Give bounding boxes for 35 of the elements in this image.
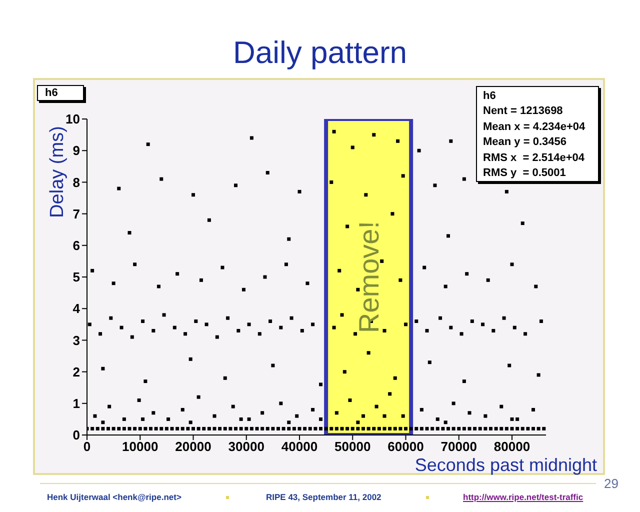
text: RIPE 43, September 11, 2002 [266,492,382,502]
y-tick-label: 2 [72,364,80,380]
x-axis-title: Seconds past midnight [414,455,597,475]
x-tick-label: 60000 [388,439,424,454]
text: Henk Uijterwaal <henk@ripe.net> [47,492,182,502]
y-tick-label: 7 [72,206,80,222]
y-axis-title: Delay (ms) [47,126,68,218]
x-tick-label: 10000 [122,439,158,454]
y-tick-label: 8 [72,174,80,190]
text: Nent = 1213698 [483,105,563,118]
x-tick-label: 30000 [228,439,264,454]
text: 29 [604,476,618,491]
x-tick-label: 50000 [334,439,371,454]
x-tick-label: 20000 [175,439,212,454]
text: h6 [483,90,496,102]
y-tick-label: 6 [72,238,80,254]
annotation: RMS y = 0.5001 [483,167,566,180]
band-label: Remove! [354,220,385,334]
x-tick-label: 40000 [281,439,318,454]
text: http://www.ripe.net/test-traffic [463,492,584,502]
x-tick-label: 70000 [440,439,477,454]
name-box: h6 [37,85,84,101]
annotation: RMS x = 2.514e+04 [483,152,585,164]
chart-title: Daily pattern [232,35,408,70]
y-tick-label: 10 [66,112,80,127]
y-tick-label: 0 [72,428,80,443]
y-tick-label: 9 [72,143,80,158]
y-tick-label: 1 [72,396,80,412]
y-tick-label: 5 [72,270,80,285]
y-tick-label: 4 [72,301,81,316]
y-tick-label: 3 [72,332,80,348]
x-tick-label: 80000 [494,439,530,454]
annotation: Mean x = 4.234e+04 [483,120,586,133]
x-tick-label: 0 [83,439,91,454]
annotation: Mean y = 0.3456 [483,136,566,148]
